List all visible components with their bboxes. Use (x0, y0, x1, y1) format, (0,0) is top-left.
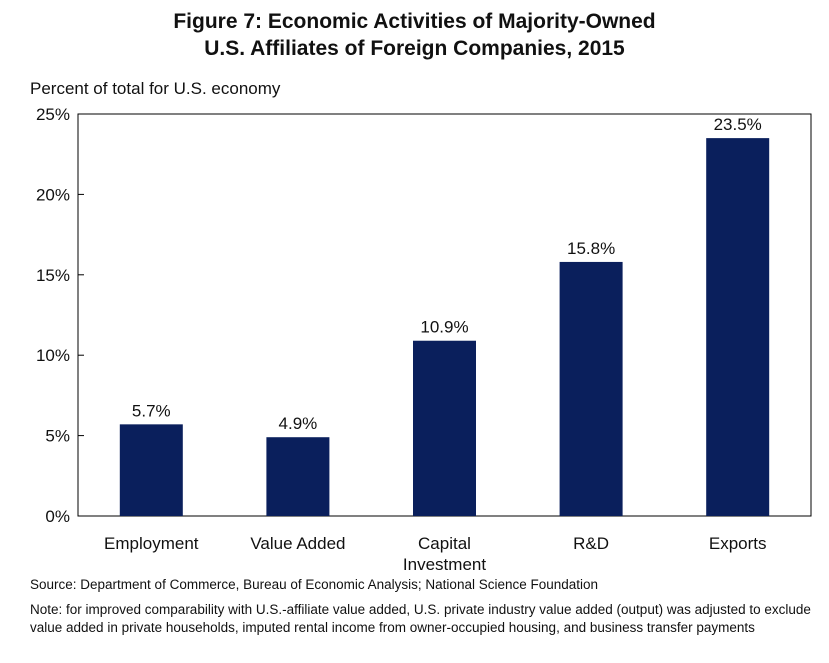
x-tick-label: Employment (104, 534, 199, 553)
x-tick-label: Value Added (250, 534, 345, 553)
y-tick-label: 15% (36, 266, 70, 285)
y-tick-label: 10% (36, 346, 70, 365)
bar (119, 424, 183, 516)
chart-title: Figure 7: Economic Activities of Majorit… (0, 8, 829, 62)
data-label: 5.7% (132, 401, 171, 420)
bar (559, 261, 623, 516)
y-tick-label: 5% (45, 427, 70, 446)
footnote: Note: for improved comparability with U.… (30, 602, 811, 635)
x-tick-label: Investment (403, 555, 486, 574)
bar-chart: 0% 5% 10% 15% 20% 25% 5.7% Employment 4.9% Value … (36, 105, 812, 574)
y-tick-label: 25% (36, 105, 70, 124)
bar (266, 437, 330, 516)
data-label: 23.5% (714, 115, 762, 134)
y-tick-label: 0% (45, 507, 70, 526)
x-tick-label: R&D (573, 534, 609, 553)
bar (706, 138, 770, 516)
x-tick-label: Capital (418, 534, 471, 553)
data-label: 15.8% (567, 239, 615, 258)
data-label: 10.9% (420, 318, 468, 337)
y-axis-label: Percent of total for U.S. economy (30, 79, 281, 98)
data-label: 4.9% (279, 414, 318, 433)
chart-title-line-2: U.S. Affiliates of Foreign Companies, 20… (204, 37, 625, 60)
bar (413, 340, 476, 516)
source-note: Source: Department of Commerce, Bureau o… (30, 577, 599, 592)
x-tick-label: Exports (709, 534, 767, 553)
chart-title-line-1: Figure 7: Economic Activities of Majorit… (173, 10, 656, 33)
y-tick-label: 20% (36, 185, 70, 204)
